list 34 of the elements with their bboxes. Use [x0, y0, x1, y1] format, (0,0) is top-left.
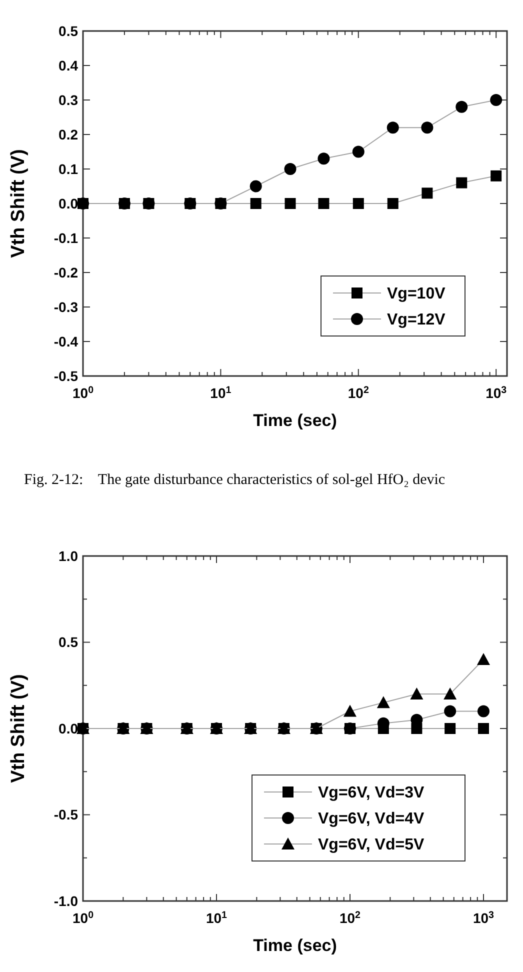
y-tick-label: -0.3 [54, 298, 78, 315]
x-tick-label: 10$^{1}$ [210, 384, 232, 401]
y-tick-label: 0.1 [58, 160, 78, 177]
caption: Fig. 2-12: The gate disturbance characteristics of sol-gel HfO₂ devic [24, 472, 446, 488]
y-tick-label: -0.5 [54, 368, 78, 384]
y-tick-label: -0.5 [54, 806, 78, 823]
y-tick-label: -0.4 [54, 333, 78, 350]
x-tick-label: 10$^{3}$ [486, 384, 508, 401]
legend-label: Vg=10V [387, 286, 446, 303]
x-tick-label: 10$^{2}$ [339, 910, 362, 926]
y-tick-label: 0.5 [58, 22, 78, 39]
y-tick-label: -0.2 [54, 264, 78, 280]
y-tick-label: 1.0 [58, 548, 78, 564]
x-axis-title: Time (sec) [253, 411, 337, 430]
legend-label: Vg=6V, Vd=3V [318, 784, 424, 802]
legend-label: Vg=6V, Vd=5V [318, 836, 424, 854]
y-tick-label: 0.0 [58, 195, 78, 212]
y-tick-label: 0.4 [58, 57, 78, 74]
x-tick-label: 10$^{3}$ [472, 910, 495, 926]
x-axis-title: Time (sec) [253, 936, 337, 955]
legend-label: Vg=12V [387, 312, 446, 329]
y-tick-label: 0.3 [58, 92, 78, 108]
y-axis-title: Vth Shift (V) [8, 149, 29, 258]
x-tick-label: 10$^{0}$ [72, 384, 94, 401]
x-tick-label: 10$^{2}$ [348, 384, 370, 401]
y-tick-label: -1.0 [54, 892, 78, 909]
y-tick-label: 0.0 [58, 720, 78, 736]
y-axis-title: Vth Shift (V) [8, 674, 29, 783]
y-tick-label: 0.2 [58, 126, 78, 142]
y-tick-label: 0.5 [58, 634, 78, 650]
x-tick-label: 10$^{0}$ [72, 910, 94, 926]
y-tick-label: -0.1 [54, 230, 78, 246]
legend-label: Vg=6V, Vd=4V [318, 810, 424, 828]
x-tick-label: 10$^{1}$ [206, 910, 228, 926]
